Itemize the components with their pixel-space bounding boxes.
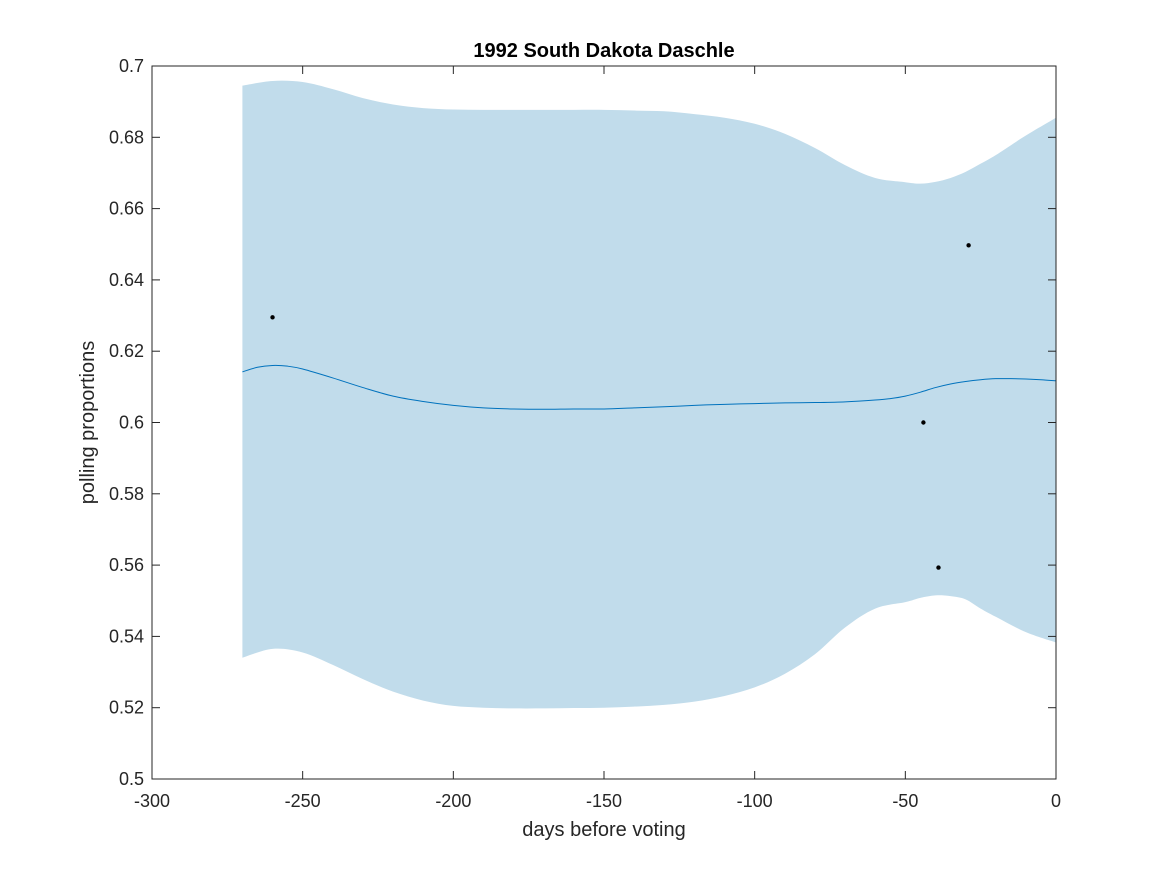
y-tick-label: 0.6 [119, 413, 144, 433]
y-tick-label: 0.52 [109, 698, 144, 718]
ticks: -300 -250 -200 -150 -100 -50 0 0.5 0.52 0.54 0.56 0… [109, 56, 1061, 811]
y-tick-label: 0.64 [109, 270, 144, 290]
mean-line [242, 364, 1057, 410]
y-tick-label: 0.56 [109, 555, 144, 575]
confidence-band [242, 80, 1056, 709]
x-axis-label: days before voting [522, 819, 685, 841]
y-tick-label: 0.66 [109, 199, 144, 219]
y-tick-label: 0.5 [119, 769, 144, 789]
chart-title: 1992 South Dakota Daschle [473, 40, 734, 62]
x-tick-label: -200 [435, 791, 471, 811]
plot-area [242, 80, 1057, 709]
poll-point [270, 315, 275, 320]
y-tick-label: 0.68 [109, 127, 144, 147]
poll-point [936, 565, 941, 570]
x-tick-label: -100 [737, 791, 773, 811]
y-tick-label: 0.54 [109, 626, 144, 646]
poll-point [966, 243, 971, 248]
y-tick-label: 0.62 [109, 341, 144, 361]
x-tick-label: 0 [1051, 791, 1061, 811]
y-tick-label: 0.58 [109, 484, 144, 504]
y-axis-label: polling proportions [77, 341, 99, 504]
x-tick-label: -300 [134, 791, 170, 811]
poll-point [921, 420, 926, 425]
y-tick-label: 0.7 [119, 56, 144, 76]
x-tick-label: -250 [285, 791, 321, 811]
x-tick-label: -50 [892, 791, 918, 811]
x-tick-label: -150 [586, 791, 622, 811]
